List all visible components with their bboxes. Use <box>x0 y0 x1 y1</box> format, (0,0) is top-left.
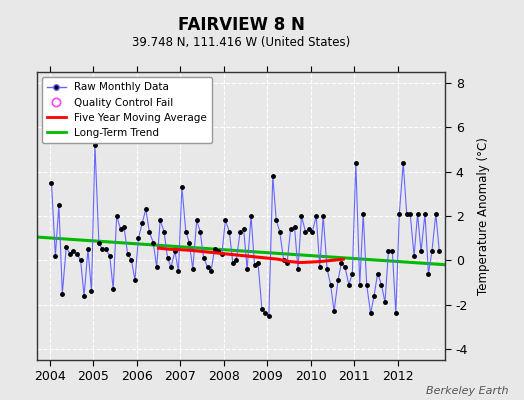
Text: FAIRVIEW 8 N: FAIRVIEW 8 N <box>178 16 304 34</box>
Text: 39.748 N, 111.416 W (United States): 39.748 N, 111.416 W (United States) <box>132 36 350 49</box>
Text: Berkeley Earth: Berkeley Earth <box>426 386 508 396</box>
Y-axis label: Temperature Anomaly (°C): Temperature Anomaly (°C) <box>476 137 489 295</box>
Legend: Raw Monthly Data, Quality Control Fail, Five Year Moving Average, Long-Term Tren: Raw Monthly Data, Quality Control Fail, … <box>42 77 212 143</box>
